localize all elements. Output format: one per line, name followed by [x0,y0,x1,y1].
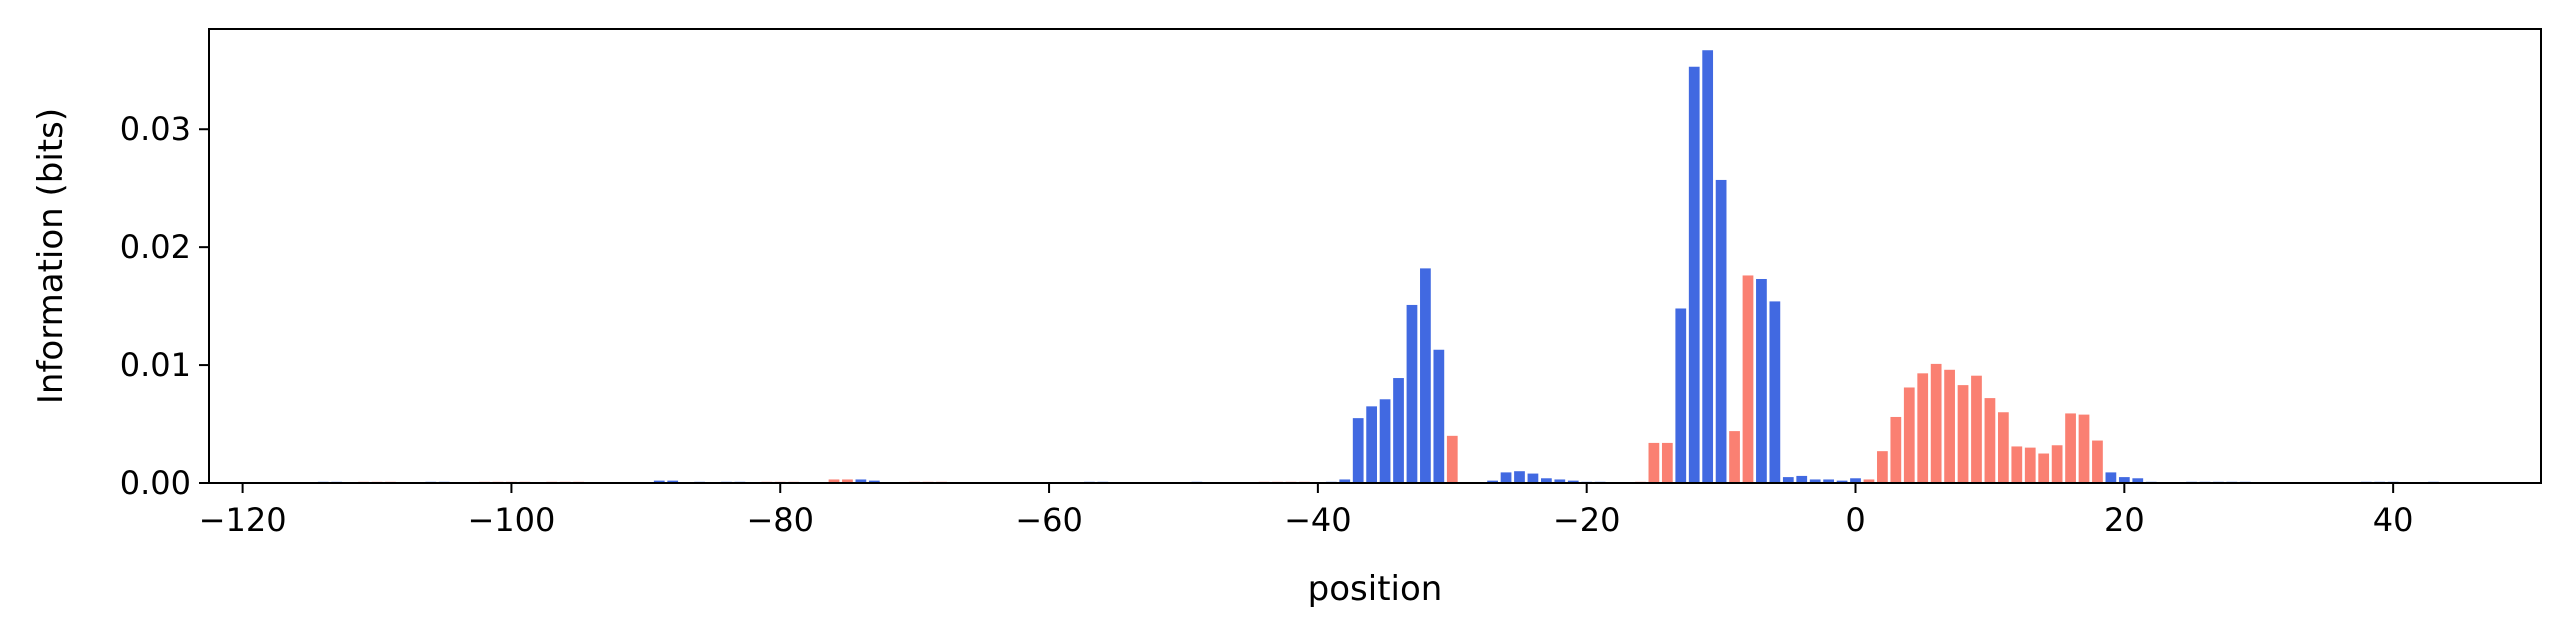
bar-positive-pos--13 [1675,308,1687,483]
bar-negative-pos--8 [1742,275,1754,483]
y-tick-label: 0.03 [120,110,191,148]
bar-positive-pos--6 [1769,301,1781,483]
bar-negative-pos-8 [1957,385,1969,483]
bar-positive-pos--3 [1809,479,1821,483]
bar-negative-pos-4 [1903,387,1915,483]
bar-negative-pos-1 [1863,479,1875,483]
bar-positive-pos--35 [1379,399,1391,483]
bar-positive-pos--27 [1487,480,1498,483]
bar-positive-pos--34 [1393,378,1404,483]
bar-positive-pos--32 [1420,268,1431,483]
x-tick-label: −60 [1015,501,1083,539]
x-tick-label: −20 [1553,501,1621,539]
bar-positive-pos--38 [1339,479,1351,483]
bar-positive-pos--7 [1756,278,1767,483]
bar-positive-pos--36 [1366,406,1378,483]
bar-positive-pos--31 [1433,349,1445,483]
bar-positive-pos--1 [1836,480,1848,483]
bar-negative-pos-14 [2038,453,2050,483]
bar-positive-pos--21 [1567,480,1579,483]
bar-positive-pos--26 [1500,472,1512,483]
bar-positive-pos--88 [667,480,679,483]
bar-negative-pos--76 [828,479,840,483]
x-axis-title: position [1308,569,1443,609]
bar-negative-pos-2 [1877,451,1888,483]
bar-negative-pos-17 [2078,414,2090,483]
bar-negative-pos-12 [2011,446,2023,483]
plot-frame [208,28,2542,484]
bar-negative-pos--15 [1648,442,1660,483]
bar-positive-pos--4 [1796,475,1808,483]
bar-positive-pos-20 [2118,477,2130,483]
x-tick-label: −80 [746,501,814,539]
bar-negative-pos-13 [2024,447,2036,483]
bar-negative-pos-3 [1890,416,1902,483]
x-tick-label: 40 [2373,501,2414,539]
x-tick-label: 0 [1845,501,1865,539]
bar-negative-pos-5 [1917,373,1929,483]
y-tick-label: 0.01 [120,346,191,384]
bar-positive-pos-0 [1850,478,1861,483]
bar-positive-pos--5 [1782,477,1794,483]
bar-negative-pos--30 [1446,435,1458,483]
bars-layer [317,50,2439,484]
bar-negative-pos-11 [1997,412,2009,483]
x-tick-label: −120 [199,501,287,539]
bar-negative-pos-15 [2051,445,2063,483]
bar-positive-pos--24 [1527,473,1539,483]
bar-negative-pos-10 [1984,398,1996,483]
bar-positive-pos--23 [1541,478,1552,483]
bar-positive-pos--12 [1688,66,1700,484]
bar-positive-pos--74 [855,479,867,483]
ticks-layer: −120 −100 −80 −60 −40 −20 0 20 40 0.00 0.01 0.02 0.0… [120,110,2414,539]
bar-negative-pos-7 [1944,369,1955,483]
bar-positive-pos-21 [2132,478,2144,483]
bar-positive-pos--10 [1715,179,1727,483]
x-tick-label: −40 [1284,501,1352,539]
bar-negative-pos--75 [842,479,853,483]
bar-negative-pos-6 [1930,363,1942,483]
bar-negative-pos--9 [1729,431,1740,483]
bar-positive-pos--2 [1823,479,1834,483]
bar-positive-pos--22 [1554,479,1566,483]
bar-positive-pos--73 [868,480,880,483]
bar-positive-pos--25 [1514,471,1525,483]
y-tick-label: 0.02 [120,228,191,266]
y-tick-label: 0.00 [120,464,191,502]
bar-positive-pos--33 [1406,304,1418,483]
bar-positive-pos--37 [1352,418,1364,483]
x-tick-label: −100 [467,501,555,539]
bar-positive-pos--89 [653,480,665,483]
x-tick-label: 20 [2104,501,2145,539]
bar-positive-pos--11 [1702,50,1714,483]
bar-positive-pos-19 [2105,472,2117,483]
bar-negative-pos-16 [2065,413,2076,483]
bar-negative-pos-18 [2092,440,2103,483]
y-axis-title: Information (bits) [31,108,71,404]
bar-negative-pos-9 [1971,375,1982,483]
bar-negative-pos--14 [1661,442,1673,483]
